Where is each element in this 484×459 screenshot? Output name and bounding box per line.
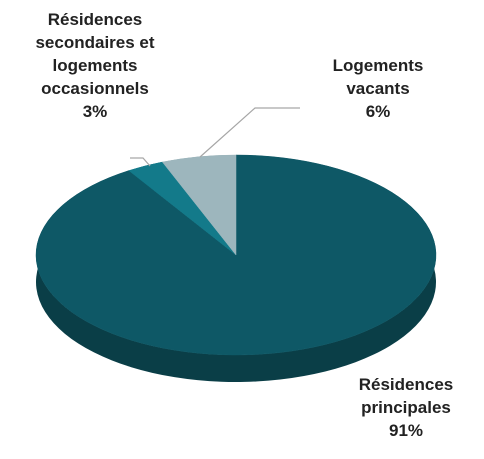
slice-label: Résidences principales 91% xyxy=(336,373,476,442)
slice-label: Résidences secondaires et logements occa… xyxy=(12,8,178,123)
slice xyxy=(161,154,237,256)
value-label: 91% xyxy=(388,421,424,440)
slice-label: Logements vacants 6% xyxy=(310,54,446,123)
category-label: Logements vacants xyxy=(332,56,424,98)
value-label: 3% xyxy=(82,102,108,121)
category-label: Résidences secondaires et logements occa… xyxy=(35,10,155,98)
value-label: 6% xyxy=(365,102,391,121)
leader-line xyxy=(199,107,300,158)
leader-line xyxy=(130,157,151,167)
pie-tops xyxy=(35,154,437,356)
category-label: Résidences principales xyxy=(358,375,454,417)
